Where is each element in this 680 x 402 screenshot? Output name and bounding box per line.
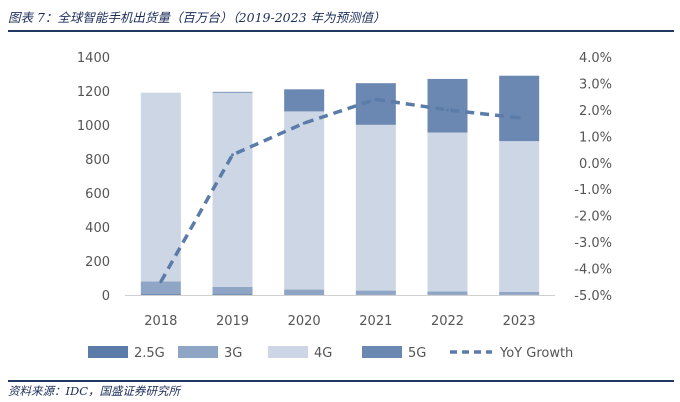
x-tick-label: 2022 <box>431 314 464 329</box>
x-tick-label: 2019 <box>216 314 249 329</box>
bar-5g-2022 <box>427 78 468 133</box>
shipments-chart: 0 200 400 600 800 1000 1200 1400 -5.0% -4.0% -3.0… <box>77 51 612 361</box>
bar-3g-2019 <box>212 286 253 295</box>
bar-4g-2023 <box>499 141 540 292</box>
legend-item-25g: 2.5G <box>88 346 165 361</box>
legend-item-yoygrowth: YoY Growth <box>450 346 573 361</box>
title-divider <box>8 30 674 32</box>
x-axis: 2018 2019 2020 2021 2022 2023 <box>144 314 535 329</box>
right-tick-label: -3.0% <box>574 236 612 251</box>
right-tick-label: -5.0% <box>574 289 612 304</box>
legend-swatch <box>268 346 308 358</box>
legend-swatch <box>362 346 402 358</box>
legend-swatch <box>88 346 128 358</box>
legend-label: 4G <box>314 346 332 361</box>
yoy-point-2021 <box>374 97 378 101</box>
right-tick-label: 4.0% <box>579 51 612 66</box>
bar-4g-2019 <box>212 92 253 287</box>
bar-25g-2018 <box>140 294 181 295</box>
bar-5g-2020 <box>284 89 325 112</box>
left-tick-label: 1400 <box>77 51 110 66</box>
bar-3g-2023 <box>499 291 540 295</box>
left-axis: 0 200 400 600 800 1000 1200 1400 <box>77 51 110 304</box>
legend-item-3g: 3G <box>178 346 242 361</box>
left-tick-label: 1000 <box>77 119 110 134</box>
x-tick-label: 2018 <box>144 314 177 329</box>
legend-label: 3G <box>224 346 242 361</box>
right-tick-label: 3.0% <box>579 77 612 92</box>
yoy-point-2018 <box>159 280 163 284</box>
legend-label: 5G <box>408 346 426 361</box>
bar-4g-2018 <box>140 92 181 282</box>
bar-3g-2020 <box>284 289 325 295</box>
yoy-line-series <box>159 97 521 284</box>
right-tick-label: -1.0% <box>574 183 612 198</box>
right-tick-label: 2.0% <box>579 104 612 119</box>
yoy-point-2019 <box>231 153 234 157</box>
bar-3g-2018 <box>140 281 181 295</box>
yoy-point-2020 <box>302 121 306 125</box>
legend-label: 2.5G <box>134 346 165 361</box>
yoy-growth-line <box>159 97 520 283</box>
right-tick-label: 1.0% <box>579 130 612 145</box>
bar-series <box>140 75 540 295</box>
legend-label: YoY Growth <box>499 346 573 361</box>
left-tick-label: 1200 <box>77 85 110 100</box>
yoy-point-2022 <box>446 108 449 112</box>
bar-25g-2019 <box>212 294 253 295</box>
bar-5g-2019 <box>212 91 253 93</box>
right-tick-label: -2.0% <box>574 210 612 225</box>
source-divider <box>8 380 674 382</box>
x-tick-label: 2020 <box>288 314 321 329</box>
left-tick-label: 600 <box>85 187 110 202</box>
bar-4g-2021 <box>355 124 396 291</box>
legend-item-4g: 4G <box>268 346 332 361</box>
left-tick-label: 800 <box>85 153 110 168</box>
x-tick-label: 2021 <box>359 314 392 329</box>
bar-4g-2020 <box>284 111 325 290</box>
bar-3g-2022 <box>427 291 468 295</box>
bar-5g-2023 <box>499 75 540 142</box>
bar-4g-2022 <box>427 132 468 292</box>
yoy-point-2023 <box>517 116 521 120</box>
bar-3g-2021 <box>355 290 396 295</box>
right-axis: -5.0% -4.0% -3.0% -2.0% -1.0% 0.0% 1.0% 2.0% 3.0… <box>574 51 612 304</box>
right-tick-label: 0.0% <box>579 157 612 172</box>
x-tick-label: 2023 <box>503 314 536 329</box>
left-tick-label: 400 <box>85 221 110 236</box>
right-tick-label: -4.0% <box>574 263 612 278</box>
source-note: 资料来源：IDC，国盛证券研究所 <box>8 384 181 398</box>
legend: 2.5G 3G 4G 5G YoY Growth <box>88 346 573 361</box>
bar-5g-2021 <box>355 83 396 125</box>
legend-swatch <box>178 346 218 358</box>
left-tick-label: 0 <box>102 289 110 304</box>
chart-title: 图表 7：全球智能手机出货量（百万台）（2019-2023 年为预测值） <box>8 10 386 25</box>
legend-item-5g: 5G <box>362 346 426 361</box>
left-tick-label: 200 <box>85 255 110 270</box>
